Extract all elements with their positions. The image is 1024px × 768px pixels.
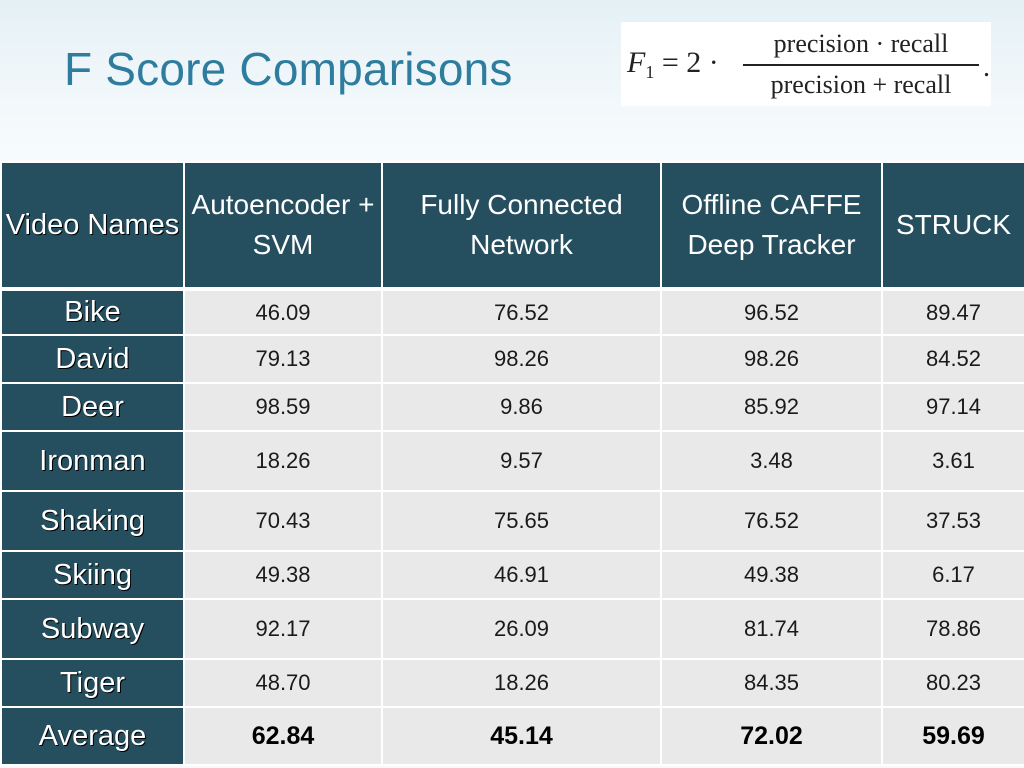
- average-cell: 59.69: [881, 706, 1024, 766]
- table-cell: 37.53: [881, 490, 1024, 552]
- header-fully-connected-network: Fully Connected Network: [381, 161, 662, 290]
- row-name: Deer: [0, 382, 185, 432]
- formula-period: .: [983, 52, 990, 83]
- header-video-names: Video Names: [0, 161, 185, 290]
- table-cell: 26.09: [381, 598, 662, 660]
- table-cell: 46.09: [183, 287, 383, 336]
- table-row: Deer 98.59 9.86 85.92 97.14: [0, 382, 1024, 432]
- table-row: Bike 46.09 76.52 96.52 89.47: [0, 287, 1024, 336]
- table-cell: 80.23: [881, 658, 1024, 708]
- table-row: Subway 92.17 26.09 81.74 78.86: [0, 598, 1024, 660]
- formula-numerator: precision · recall: [773, 29, 949, 58]
- table-cell: 97.14: [881, 382, 1024, 432]
- table-cell: 18.26: [183, 430, 383, 492]
- row-name: Shaking: [0, 490, 185, 552]
- table-cell: 78.86: [881, 598, 1024, 660]
- slide-title: F Score Comparisons: [64, 43, 513, 95]
- table-cell: 6.17: [881, 550, 1024, 600]
- table-cell: 9.86: [381, 382, 662, 432]
- average-cell: 62.84: [183, 706, 383, 766]
- table-cell: 49.38: [183, 550, 383, 600]
- table-cell: 49.38: [660, 550, 883, 600]
- row-name: Subway: [0, 598, 185, 660]
- formula-fraction: precision · recall precision + recall: [741, 26, 981, 104]
- table-cell: 76.52: [381, 287, 662, 336]
- table-cell: 84.35: [660, 658, 883, 708]
- average-row: Average 62.84 45.14 72.02 59.69: [0, 706, 1024, 766]
- fraction-bar: [743, 64, 979, 66]
- f-score-table: Video Names Autoencoder + SVM Fully Conn…: [0, 161, 1024, 766]
- table-row: David 79.13 98.26 98.26 84.52: [0, 334, 1024, 384]
- table-cell: 98.59: [183, 382, 383, 432]
- table-cell: 96.52: [660, 287, 883, 336]
- table-cell: 76.52: [660, 490, 883, 552]
- table-cell: 46.91: [381, 550, 662, 600]
- table-cell: 92.17: [183, 598, 383, 660]
- table-cell: 48.70: [183, 658, 383, 708]
- table-cell: 98.26: [381, 334, 662, 384]
- table-cell: 89.47: [881, 287, 1024, 336]
- row-name: David: [0, 334, 185, 384]
- table-row: Skiing 49.38 46.91 49.38 6.17: [0, 550, 1024, 600]
- table-cell: 3.48: [660, 430, 883, 492]
- table-cell: 9.57: [381, 430, 662, 492]
- formula-denominator: precision + recall: [770, 70, 952, 99]
- average-cell: 72.02: [660, 706, 883, 766]
- row-name: Tiger: [0, 658, 185, 708]
- table-cell: 98.26: [660, 334, 883, 384]
- table-cell: 18.26: [381, 658, 662, 708]
- table-row: Tiger 48.70 18.26 84.35 80.23: [0, 658, 1024, 708]
- table-row: Ironman 18.26 9.57 3.48 3.61: [0, 430, 1024, 492]
- header-offline-caffe-deep-tracker: Offline CAFFE Deep Tracker: [660, 161, 883, 290]
- f1-formula: F1 = 2 · precision · recall precision + …: [621, 22, 991, 106]
- average-cell: 45.14: [381, 706, 662, 766]
- table-cell: 79.13: [183, 334, 383, 384]
- formula-equals-two: = 2 ·: [654, 46, 719, 79]
- row-name: Ironman: [0, 430, 185, 492]
- formula-lhs: F1 = 2 ·: [627, 46, 719, 83]
- row-name: Skiing: [0, 550, 185, 600]
- header-autoencoder-svm: Autoencoder + SVM: [183, 161, 383, 290]
- row-name: Average: [0, 706, 185, 766]
- formula-subscript: 1: [645, 62, 655, 82]
- header-struck: STRUCK: [881, 161, 1024, 290]
- formula-variable: F: [627, 46, 646, 79]
- table-header-row: Video Names Autoencoder + SVM Fully Conn…: [0, 161, 1024, 290]
- table-row: Shaking 70.43 75.65 76.52 37.53: [0, 490, 1024, 552]
- row-name: Bike: [0, 287, 185, 336]
- table-cell: 3.61: [881, 430, 1024, 492]
- table-cell: 70.43: [183, 490, 383, 552]
- table-cell: 85.92: [660, 382, 883, 432]
- table-cell: 75.65: [381, 490, 662, 552]
- table-cell: 84.52: [881, 334, 1024, 384]
- table-cell: 81.74: [660, 598, 883, 660]
